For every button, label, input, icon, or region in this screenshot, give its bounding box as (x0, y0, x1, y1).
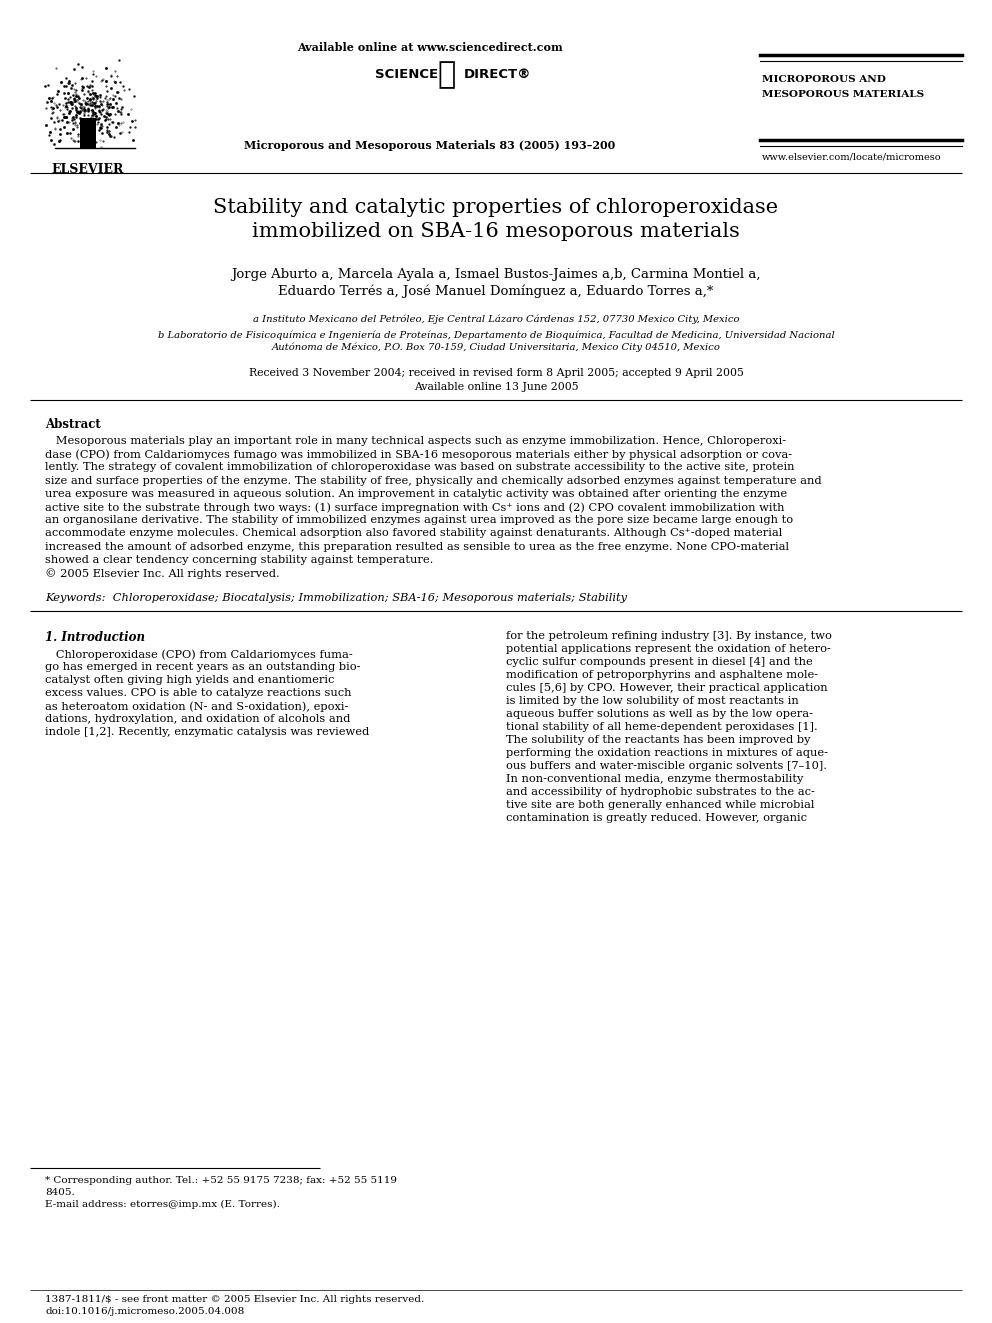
Text: is limited by the low solubility of most reactants in: is limited by the low solubility of most… (506, 696, 799, 706)
Text: Received 3 November 2004; received in revised form 8 April 2005; accepted 9 Apri: Received 3 November 2004; received in re… (249, 368, 743, 378)
Text: 1387-1811/$ - see front matter © 2005 Elsevier Inc. All rights reserved.: 1387-1811/$ - see front matter © 2005 El… (45, 1295, 425, 1304)
Text: accommodate enzyme molecules. Chemical adsorption also favored stability against: accommodate enzyme molecules. Chemical a… (45, 528, 783, 538)
Text: Abstract: Abstract (45, 418, 101, 431)
Text: 1. Introduction: 1. Introduction (45, 631, 145, 644)
Text: lently. The strategy of covalent immobilization of chloroperoxidase was based on: lently. The strategy of covalent immobil… (45, 463, 795, 472)
Text: showed a clear tendency concerning stability against temperature.: showed a clear tendency concerning stabi… (45, 554, 434, 565)
Text: DIRECT®: DIRECT® (464, 67, 532, 81)
Text: go has emerged in recent years as an outstanding bio-: go has emerged in recent years as an out… (45, 663, 360, 672)
Text: cules [5,6] by CPO. However, their practical application: cules [5,6] by CPO. However, their pract… (506, 683, 827, 693)
Text: as heteroatom oxidation (N- and S-oxidation), epoxi-: as heteroatom oxidation (N- and S-oxidat… (45, 701, 348, 712)
Text: catalyst often giving high yields and enantiomeric: catalyst often giving high yields and en… (45, 675, 334, 685)
Text: for the petroleum refining industry [3]. By instance, two: for the petroleum refining industry [3].… (506, 631, 832, 642)
Text: excess values. CPO is able to catalyze reactions such: excess values. CPO is able to catalyze r… (45, 688, 351, 699)
Text: E-mail address: etorres@imp.mx (E. Torres).: E-mail address: etorres@imp.mx (E. Torre… (45, 1200, 280, 1209)
Text: and accessibility of hydrophobic substrates to the ac-: and accessibility of hydrophobic substra… (506, 787, 814, 798)
Text: size and surface properties of the enzyme. The stability of free, physically and: size and surface properties of the enzym… (45, 475, 821, 486)
Text: MESOPOROUS MATERIALS: MESOPOROUS MATERIALS (762, 90, 925, 99)
Text: active site to the substrate through two ways: (1) surface impregnation with Cs⁺: active site to the substrate through two… (45, 501, 785, 512)
Text: immobilized on SBA-16 mesoporous materials: immobilized on SBA-16 mesoporous materia… (252, 222, 740, 241)
Text: SCIENCE: SCIENCE (375, 67, 438, 81)
Text: doi:10.1016/j.micromeso.2005.04.008: doi:10.1016/j.micromeso.2005.04.008 (45, 1307, 244, 1316)
Text: 8405.: 8405. (45, 1188, 74, 1197)
Text: Mesoporous materials play an important role in many technical aspects such as en: Mesoporous materials play an important r… (45, 437, 786, 446)
Text: potential applications represent the oxidation of hetero-: potential applications represent the oxi… (506, 644, 831, 654)
Text: Available online 13 June 2005: Available online 13 June 2005 (414, 382, 578, 392)
Text: © 2005 Elsevier Inc. All rights reserved.: © 2005 Elsevier Inc. All rights reserved… (45, 568, 280, 578)
Text: contamination is greatly reduced. However, organic: contamination is greatly reduced. Howeve… (506, 814, 807, 823)
Text: Eduardo Terrés a, José Manuel Domínguez a, Eduardo Torres a,*: Eduardo Terrés a, José Manuel Domínguez … (279, 284, 713, 299)
Text: Keywords:  Chloroperoxidase; Biocatalysis; Immobilization; SBA-16; Mesoporous ma: Keywords: Chloroperoxidase; Biocatalysis… (45, 593, 627, 603)
Text: ELSEVIER: ELSEVIER (52, 163, 124, 176)
Text: increased the amount of adsorbed enzyme, this preparation resulted as sensible t: increased the amount of adsorbed enzyme,… (45, 541, 789, 552)
Text: ⓐ: ⓐ (437, 60, 456, 89)
Text: aqueous buffer solutions as well as by the low opera-: aqueous buffer solutions as well as by t… (506, 709, 813, 720)
Text: dations, hydroxylation, and oxidation of alcohols and: dations, hydroxylation, and oxidation of… (45, 714, 350, 724)
Text: tive site are both generally enhanced while microbial: tive site are both generally enhanced wh… (506, 800, 814, 810)
Text: Available online at www.sciencedirect.com: Available online at www.sciencedirect.co… (298, 42, 562, 53)
Text: urea exposure was measured in aqueous solution. An improvement in catalytic acti: urea exposure was measured in aqueous so… (45, 488, 787, 499)
Text: an organosilane derivative. The stability of immobilized enzymes against urea im: an organosilane derivative. The stabilit… (45, 515, 794, 525)
Text: www.elsevier.com/locate/micromeso: www.elsevier.com/locate/micromeso (762, 153, 941, 161)
Text: dase (CPO) from Caldariomyces fumago was immobilized in SBA-16 mesoporous materi: dase (CPO) from Caldariomyces fumago was… (45, 450, 793, 460)
Text: Jorge Aburto a, Marcela Ayala a, Ismael Bustos-Jaimes a,b, Carmina Montiel a,: Jorge Aburto a, Marcela Ayala a, Ismael … (231, 269, 761, 280)
Text: Autónoma de México, P.O. Box 70-159, Ciudad Universitaria, Mexico City 04510, Me: Autónoma de México, P.O. Box 70-159, Ciu… (272, 343, 720, 352)
Text: a Instituto Mexicano del Petróleo, Eje Central Lázaro Cárdenas 152, 07730 Mexico: a Instituto Mexicano del Petróleo, Eje C… (253, 315, 739, 324)
Text: * Corresponding author. Tel.: +52 55 9175 7238; fax: +52 55 5119: * Corresponding author. Tel.: +52 55 917… (45, 1176, 397, 1185)
Text: Stability and catalytic properties of chloroperoxidase: Stability and catalytic properties of ch… (213, 198, 779, 217)
Text: The solubility of the reactants has been improved by: The solubility of the reactants has been… (506, 736, 810, 745)
Text: MICROPOROUS AND: MICROPOROUS AND (762, 75, 886, 83)
Text: cyclic sulfur compounds present in diesel [4] and the: cyclic sulfur compounds present in diese… (506, 658, 812, 667)
Text: tional stability of all heme-dependent peroxidases [1].: tional stability of all heme-dependent p… (506, 722, 817, 732)
Text: Microporous and Mesoporous Materials 83 (2005) 193–200: Microporous and Mesoporous Materials 83 … (244, 140, 616, 151)
Text: b Laboratorio de Fisicoquímica e Ingeniería de Proteínas, Departamento de Bioquí: b Laboratorio de Fisicoquímica e Ingenie… (158, 329, 834, 340)
Text: ous buffers and water-miscible organic solvents [7–10].: ous buffers and water-miscible organic s… (506, 761, 827, 771)
Text: In non-conventional media, enzyme thermostability: In non-conventional media, enzyme thermo… (506, 774, 804, 785)
Text: modification of petroporphyrins and asphaltene mole-: modification of petroporphyrins and asph… (506, 671, 818, 680)
Bar (80, 118, 96, 148)
Text: indole [1,2]. Recently, enzymatic catalysis was reviewed: indole [1,2]. Recently, enzymatic cataly… (45, 728, 369, 737)
Text: performing the oxidation reactions in mixtures of aque-: performing the oxidation reactions in mi… (506, 749, 828, 758)
Text: Chloroperoxidase (CPO) from Caldariomyces fuma-: Chloroperoxidase (CPO) from Caldariomyce… (45, 650, 353, 660)
